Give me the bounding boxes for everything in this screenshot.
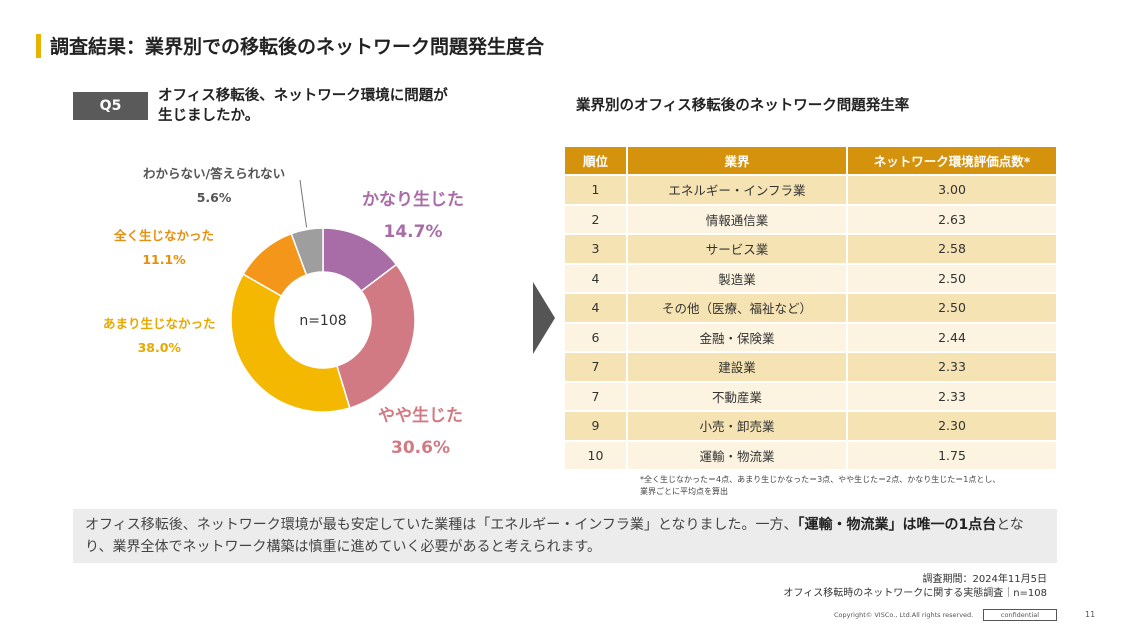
cell-score: 2.44 xyxy=(848,323,1056,351)
cell-rank: 7 xyxy=(565,353,628,381)
survey-source: オフィス移転時のネットワークに関する実態調査｜n=108 xyxy=(783,588,1047,599)
cell-industry: 運輸・物流業 xyxy=(628,441,848,469)
slice-label-kanari: かなり生じた 14.7% xyxy=(362,184,464,248)
table-row: 4 その他（医療、福祉など） 2.50 xyxy=(565,294,1056,322)
slice-label-wakaranai: わからない/答えられない 5.6% xyxy=(143,162,285,210)
table-header-row: 順位 業界 ネットワーク環境評価点数* xyxy=(565,147,1056,174)
question-text: オフィス移転後、ネットワーク環境に問題が 生じましたか。 xyxy=(158,86,498,126)
footnote-line-2: 業界ごとに平均点を算出 xyxy=(640,487,728,496)
cell-score: 2.50 xyxy=(848,264,1056,292)
cell-rank: 2 xyxy=(565,205,628,233)
slice-name-kanari: かなり生じた xyxy=(362,190,464,210)
cell-score: 2.33 xyxy=(848,382,1056,410)
summary-highlight: 「運輸・物流業」は唯一の1点台 xyxy=(797,517,997,533)
summary-box: オフィス移転後、ネットワーク環境が最も安定していた業種は「エネルギー・インフラ業… xyxy=(73,509,1057,563)
title-accent-bar xyxy=(36,34,41,58)
slice-amari xyxy=(230,273,351,413)
cell-industry: 建設業 xyxy=(628,353,848,381)
col-score-header: ネットワーク環境評価点数* xyxy=(848,147,1056,174)
slice-label-amari: あまり生じなかった 38.0% xyxy=(103,312,216,360)
slice-value-amari: 38.0% xyxy=(137,340,181,355)
cell-score: 1.75 xyxy=(848,441,1056,469)
table-row: 2 情報通信業 2.63 xyxy=(565,205,1056,233)
slice-name-wakaranai: わからない/答えられない xyxy=(143,166,286,181)
table-row: 7 不動産業 2.33 xyxy=(565,382,1056,410)
page-title: 調査結果：業界別での移転後のネットワーク問題発生度合 xyxy=(50,36,545,58)
cell-score: 3.00 xyxy=(848,176,1056,204)
cell-score: 2.50 xyxy=(848,294,1056,322)
cell-score: 2.33 xyxy=(848,353,1056,381)
col-industry-header: 業界 xyxy=(628,147,848,174)
cell-industry: サービス業 xyxy=(628,235,848,263)
donut-chart: n=108 xyxy=(230,179,416,413)
question-line-1: オフィス移転後、ネットワーク環境に問題が xyxy=(158,88,448,104)
slice-label-mattaku: 全く生じなかった 11.1% xyxy=(114,224,214,272)
cell-rank: 9 xyxy=(565,412,628,440)
col-rank-header: 順位 xyxy=(565,147,628,174)
table-row: 7 建設業 2.33 xyxy=(565,353,1056,381)
cell-industry: 金融・保険業 xyxy=(628,323,848,351)
cell-rank: 6 xyxy=(565,323,628,351)
cell-industry: その他（医療、福祉など） xyxy=(628,294,848,322)
cell-industry: 小売・卸売業 xyxy=(628,412,848,440)
table-footnote: *全く生じなかった＝4点、あまり生じかなった＝3点、やや生じた＝2点、かなり生じ… xyxy=(640,474,1070,498)
footer-copyright: Copyright© VISCo., Ltd.All rights reserv… xyxy=(834,611,974,619)
ranking-table: 順位 業界 ネットワーク環境評価点数* 1 エネルギー・インフラ業 3.00 2 情報通… xyxy=(565,145,1056,471)
page-number: 11 xyxy=(1085,610,1096,619)
slice-value-kanari: 14.7% xyxy=(383,222,443,242)
cell-score: 2.30 xyxy=(848,412,1056,440)
cell-rank: 3 xyxy=(565,235,628,263)
table-row: 9 小売・卸売業 2.30 xyxy=(565,412,1056,440)
slice-value-wakaranai: 5.6% xyxy=(196,190,232,205)
leader-line-wakaranai xyxy=(299,179,308,228)
slice-wakaranai xyxy=(290,227,324,276)
cell-rank: 7 xyxy=(565,382,628,410)
cell-rank: 4 xyxy=(565,264,628,292)
cell-score: 2.63 xyxy=(848,205,1056,233)
cell-industry: 情報通信業 xyxy=(628,205,848,233)
slice-name-mattaku: 全く生じなかった xyxy=(114,228,215,243)
question-line-2: 生じましたか。 xyxy=(158,108,260,124)
slice-value-mattaku: 11.1% xyxy=(142,252,186,267)
table-row: 6 金融・保険業 2.44 xyxy=(565,323,1056,351)
cell-rank: 1 xyxy=(565,176,628,204)
slice-value-yaya: 30.6% xyxy=(391,438,450,458)
slice-label-yaya: やや生じた 30.6% xyxy=(378,400,463,464)
table-row: 4 製造業 2.50 xyxy=(565,264,1056,292)
question-badge: Q5 xyxy=(73,92,148,120)
cell-rank: 10 xyxy=(565,441,628,469)
slice-yaya xyxy=(336,263,416,409)
table-row: 10 運輸・物流業 1.75 xyxy=(565,441,1056,469)
survey-period: 調査期間：2024年11月5日 xyxy=(922,574,1047,585)
slice-name-yaya: やや生じた xyxy=(378,406,463,426)
summary-text-1: オフィス移転後、ネットワーク環境が最も安定していた業種は「エネルギー・インフラ業… xyxy=(85,517,798,533)
table-title: 業界別のオフィス移転後のネットワーク問題発生率 xyxy=(576,98,910,114)
table-row: 1 エネルギー・インフラ業 3.00 xyxy=(565,176,1056,204)
table-row: 3 サービス業 2.58 xyxy=(565,235,1056,263)
cell-industry: 不動産業 xyxy=(628,382,848,410)
cell-score: 2.58 xyxy=(848,235,1056,263)
summary-text-2: となり、業界全体でネットワーク構築は慎重に進めていく必要があると考えられます。 xyxy=(85,517,1024,555)
cell-rank: 4 xyxy=(565,294,628,322)
arrow-right-icon xyxy=(533,282,555,354)
cell-industry: エネルギー・インフラ業 xyxy=(628,176,848,204)
footer-confidential: confidential xyxy=(983,609,1057,621)
donut-center-label: n=108 xyxy=(299,313,346,329)
cell-industry: 製造業 xyxy=(628,264,848,292)
slice-name-amari: あまり生じなかった xyxy=(103,316,216,331)
footnote-line-1: *全く生じなかった＝4点、あまり生じかなった＝3点、やや生じた＝2点、かなり生じ… xyxy=(640,475,1001,484)
